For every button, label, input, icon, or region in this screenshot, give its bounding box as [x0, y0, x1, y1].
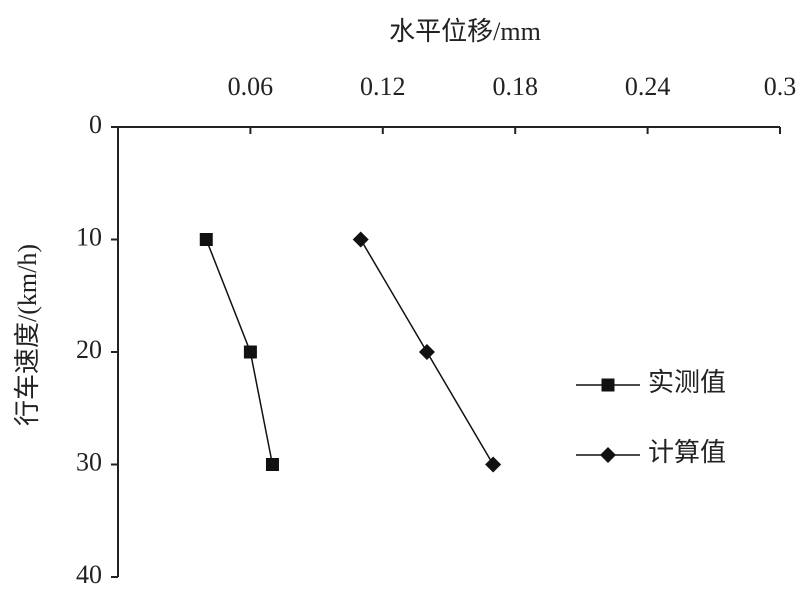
x-tick-label: 0.24	[625, 72, 671, 101]
y-tick-label: 10	[76, 222, 102, 251]
legend-marker	[601, 378, 615, 392]
x-tick-label: 0.18	[492, 72, 538, 101]
y-axis-title: 行车速度/(km/h)	[13, 244, 42, 426]
y-tick-label: 40	[76, 560, 102, 589]
y-tick-label: 0	[89, 110, 102, 139]
data-point	[199, 233, 213, 246]
data-point	[352, 231, 369, 248]
data-point	[485, 456, 502, 473]
legend-marker	[600, 447, 616, 463]
legend-label: 实测值	[648, 368, 726, 397]
x-tick-label: 0.3	[764, 72, 797, 101]
legend-label: 计算值	[648, 438, 726, 467]
data-point	[243, 345, 257, 359]
x-axis-title: 水平位移/mm	[389, 17, 541, 46]
x-tick-label: 0.12	[360, 72, 406, 101]
y-tick-label: 30	[76, 447, 102, 476]
series-line	[205, 239, 274, 465]
x-tick-label: 0.06	[228, 72, 274, 101]
data-point	[418, 344, 435, 360]
data-point	[265, 458, 279, 471]
y-tick-label: 20	[76, 335, 102, 364]
